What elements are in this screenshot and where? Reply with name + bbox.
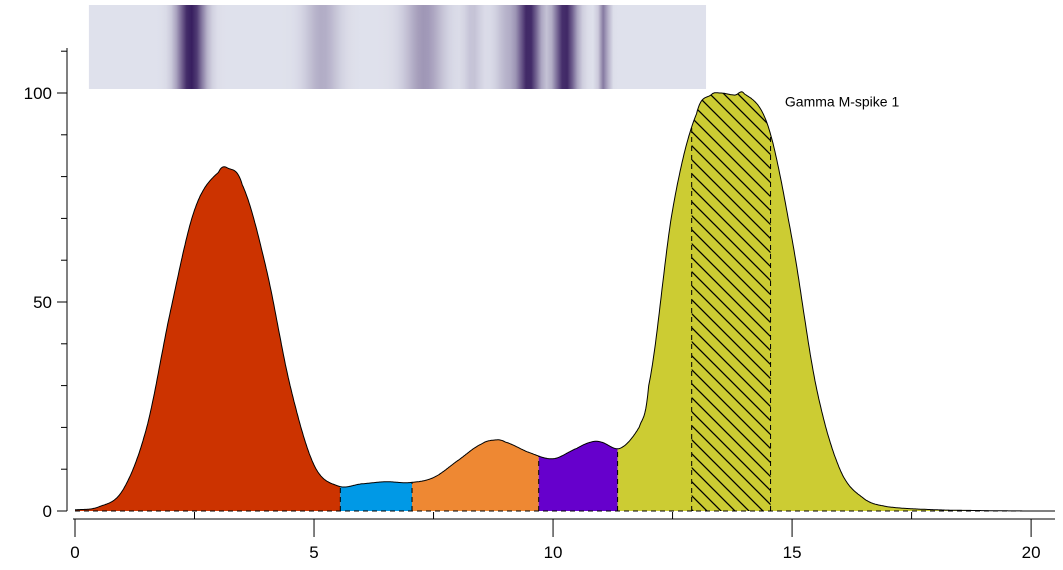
- fraction-area-5: [617, 91, 1055, 512]
- fraction-area-2: [340, 481, 413, 511]
- fraction-areas: [75, 91, 1055, 512]
- fraction-dividers: [75, 126, 1040, 512]
- gel-strip-image: [88, 5, 707, 89]
- x-tick-label: 10: [544, 543, 563, 562]
- curve-line: [75, 91, 1055, 512]
- y-tick-label: 50: [33, 293, 52, 312]
- y-tick-label: 0: [43, 502, 52, 521]
- y-tick-label: 100: [24, 84, 52, 103]
- fraction-area-1: [75, 166, 341, 512]
- m-spike-hatch-area: [691, 91, 771, 512]
- x-tick-label: 15: [783, 543, 802, 562]
- x-tick-label: 20: [1022, 543, 1041, 562]
- fraction-area-4: [538, 441, 618, 511]
- x-tick-label: 5: [309, 543, 318, 562]
- m-spike-label: Gamma M-spike 1: [785, 93, 900, 109]
- axes: 0 50 100 0 5 10 15 20: [24, 48, 1055, 562]
- curve-outline: [75, 91, 1055, 512]
- x-tick-label: 0: [70, 543, 79, 562]
- m-spike-hatch: [691, 91, 771, 512]
- fraction-area-3: [412, 439, 539, 511]
